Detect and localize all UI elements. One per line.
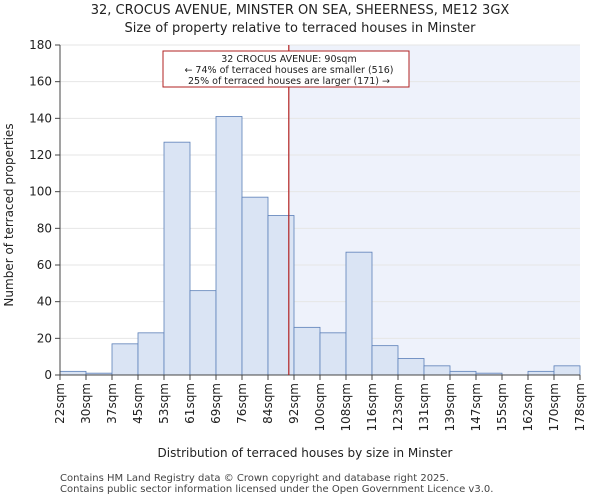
x-tick-label: 61sqm [183, 383, 197, 424]
histogram-bar[interactable] [319, 332, 347, 376]
x-tick-label: 162sqm [521, 383, 535, 431]
histogram-bar[interactable] [293, 326, 321, 376]
y-tick-label: 60 [37, 258, 52, 272]
x-tick-label: 131sqm [417, 383, 431, 431]
footer-line-1: Contains HM Land Registry data © Crown c… [60, 473, 449, 484]
y-tick-label: 0 [44, 368, 52, 382]
histogram-bar[interactable] [267, 215, 295, 376]
histogram-bar[interactable] [137, 332, 165, 376]
x-axis-label: Distribution of terraced houses by size … [158, 446, 453, 460]
histogram-bar[interactable] [449, 370, 477, 376]
x-tick-label: 84sqm [261, 383, 275, 424]
histogram-bar[interactable] [345, 251, 373, 376]
x-tick-label: 108sqm [339, 383, 353, 431]
histogram-bar[interactable] [111, 343, 139, 376]
x-tick-label: 45sqm [131, 383, 145, 424]
histogram-bar[interactable] [163, 141, 191, 376]
x-tick-label: 139sqm [443, 383, 457, 431]
histogram-bar[interactable] [527, 370, 555, 376]
annotation-box [162, 50, 410, 88]
histogram-bar[interactable] [189, 290, 217, 376]
y-tick-label: 40 [37, 295, 52, 309]
histogram-bar[interactable] [59, 370, 87, 376]
x-tick-label: 147sqm [469, 383, 483, 431]
histogram-bar[interactable] [397, 358, 425, 376]
histogram-bar[interactable] [215, 116, 243, 376]
y-tick-label: 100 [29, 185, 52, 199]
y-tick-label: 120 [29, 148, 52, 162]
x-tick-label: 22sqm [53, 383, 67, 424]
y-tick-label: 140 [29, 111, 52, 125]
x-tick-label: 69sqm [209, 383, 223, 424]
x-tick-label: 155sqm [495, 383, 509, 431]
histogram-bar[interactable] [553, 365, 581, 376]
y-tick-label: 80 [37, 221, 52, 235]
annotation-line-3: 25% of terraced houses are larger (171) … [188, 76, 390, 87]
x-tick-label: 37sqm [105, 383, 119, 424]
x-tick-label: 116sqm [365, 383, 379, 431]
y-tick-label: 160 [29, 75, 52, 89]
footer-line-2: Contains public sector information licen… [60, 484, 494, 495]
annotation-line-1: 32 CROCUS AVENUE: 90sqm [221, 54, 356, 65]
x-tick-label: 170sqm [547, 383, 561, 431]
histogram-bar[interactable] [241, 196, 269, 376]
y-tick-label: 20 [37, 331, 52, 345]
x-tick-label: 100sqm [313, 383, 327, 431]
larger-region-shade [288, 45, 580, 375]
chart-title: 32, CROCUS AVENUE, MINSTER ON SEA, SHEER… [91, 3, 510, 18]
x-tick-label: 92sqm [287, 383, 301, 424]
x-tick-label: 30sqm [79, 383, 93, 424]
histogram-bar[interactable] [423, 365, 451, 376]
x-tick-label: 76sqm [235, 383, 249, 424]
y-axis-label: Number of terraced properties [2, 123, 16, 306]
histogram-bar[interactable] [371, 345, 399, 376]
chart-subtitle: Size of property relative to terraced ho… [124, 21, 476, 36]
x-tick-label: 53sqm [157, 383, 171, 424]
y-tick-label: 180 [29, 38, 52, 52]
x-tick-label: 178sqm [573, 383, 587, 431]
x-tick-label: 123sqm [391, 383, 405, 431]
annotation-line-2: ← 74% of terraced houses are smaller (51… [184, 65, 393, 76]
